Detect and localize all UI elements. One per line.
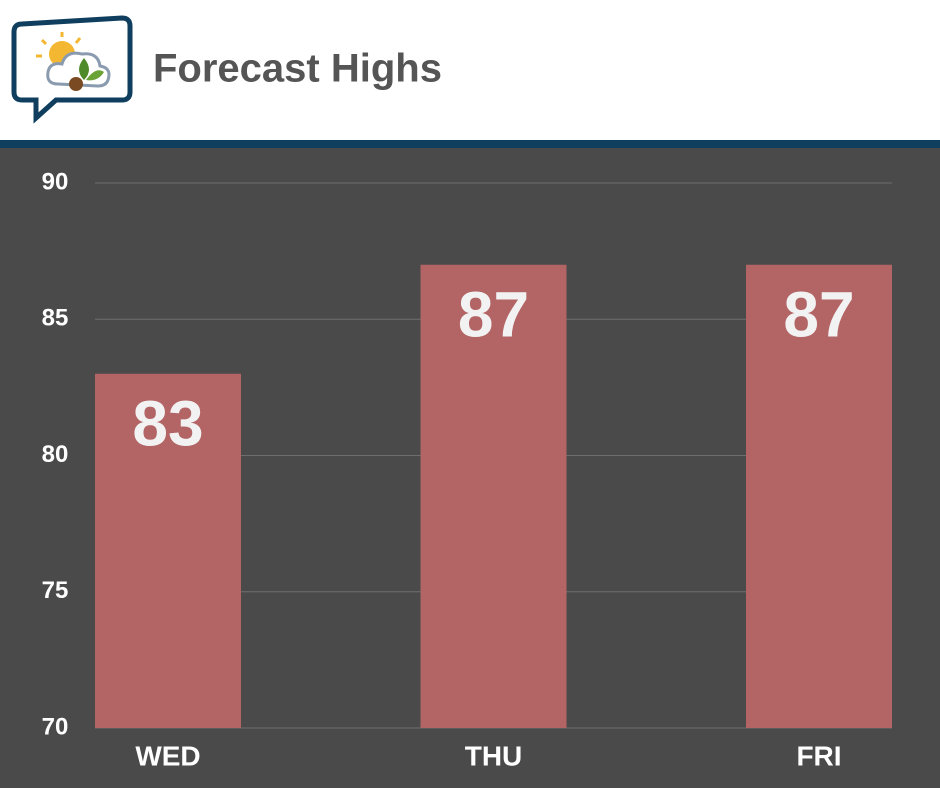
y-tick-label: 80: [42, 441, 69, 468]
value-label: 83: [132, 388, 203, 460]
y-tick-label: 85: [42, 305, 69, 332]
y-tick-label: 75: [42, 577, 69, 604]
header-bg: [0, 0, 940, 140]
y-tick-label: 90: [42, 168, 69, 195]
chart-title: Forecast Highs: [153, 47, 442, 91]
bar: [95, 373, 241, 728]
y-tick-label: 70: [42, 713, 69, 740]
x-tick-label: WED: [135, 740, 200, 771]
value-label: 87: [783, 279, 854, 351]
x-tick-label: THU: [465, 740, 523, 771]
x-tick-label: FRI: [796, 740, 841, 771]
value-label: 87: [458, 279, 529, 351]
logo: [11, 15, 133, 124]
bar: [746, 264, 892, 728]
bar: [420, 264, 567, 728]
header-rule: [0, 140, 940, 148]
